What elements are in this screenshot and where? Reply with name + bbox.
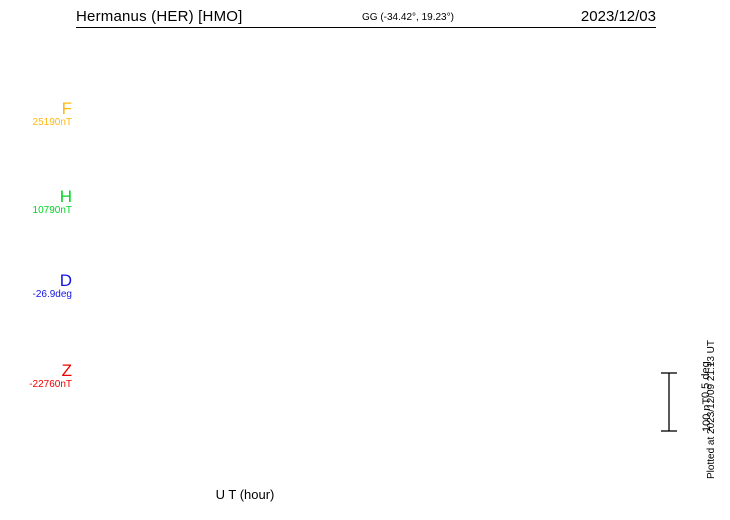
channel-label-F: F 25190nT [0,100,72,129]
channel-baseline-F: 25190nT [32,117,72,128]
channel-label-Z: Z -22760nT [0,362,72,391]
channel-baseline-H: 10790nT [32,205,72,216]
channel-symbol-F: F [61,99,72,118]
plotted-timestamp: Plotted at 2023/12/09 21:13 UT [706,340,717,479]
observation-date: 2023/12/03 [580,8,656,25]
station-title: Hermanus (HER) [HMO] [76,8,243,25]
x-axis-title: U T (hour) [0,487,730,502]
channel-label-H: H 10790nT [0,188,72,217]
channel-baseline-D: -26.9deg [32,289,72,300]
x-axis-title-text: U T (hour) [215,487,275,502]
geographic-coordinates: GG (-34.42°, 19.23°) [362,12,454,23]
header-divider [76,27,656,28]
channel-label-D: D -26.9deg [0,272,72,301]
channel-symbol-H: H [59,187,72,206]
scale-bar-caption: 100 nT 0.5 deg [676,361,730,432]
magnetogram-plot [76,30,656,462]
channel-symbol-Z: Z [61,361,72,380]
channel-baseline-Z: -22760nT [29,379,72,390]
scale-bar [661,372,677,432]
channel-symbol-D: D [59,271,72,290]
